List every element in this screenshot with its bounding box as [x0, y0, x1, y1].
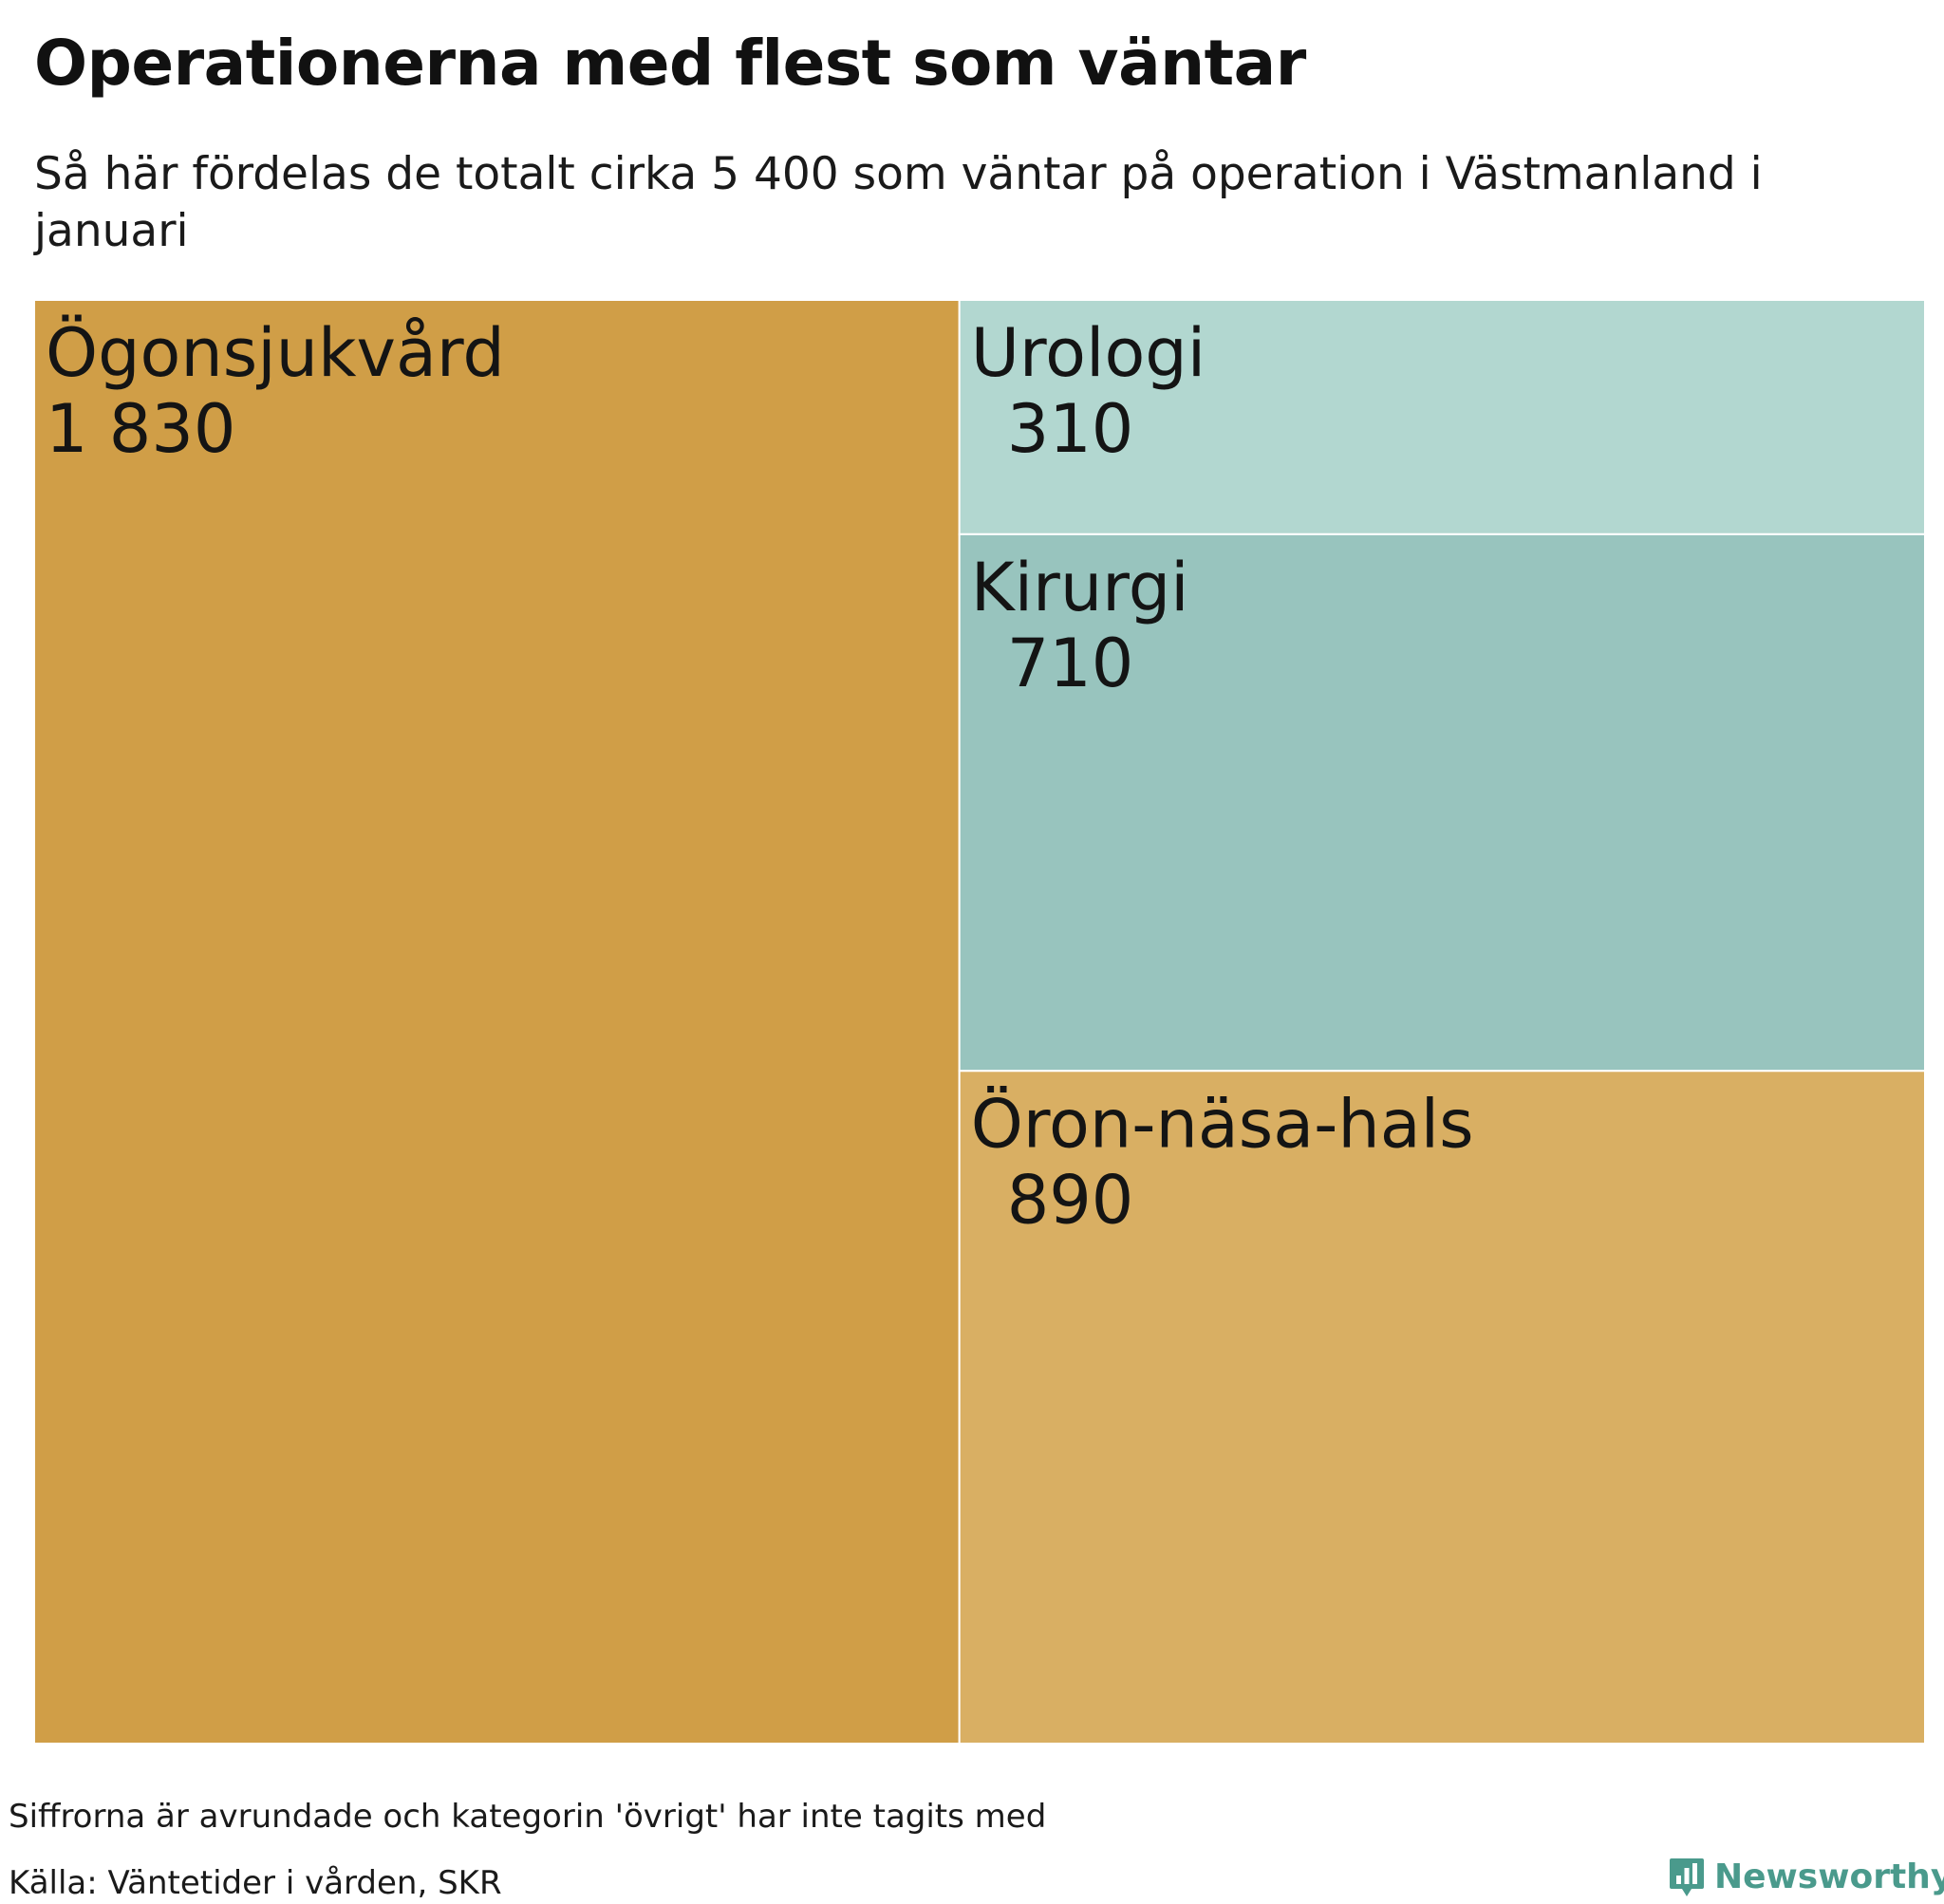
- tile-label-oron-nasa-hals: Öron-näsa-hals: [971, 1085, 1474, 1163]
- tile-value-oron-nasa-hals: 890: [1007, 1161, 1134, 1239]
- tile-rect-kirurgi: [958, 532, 1925, 1073]
- source-note: Källa: Väntetider i vården, SKR: [9, 1864, 502, 1902]
- tile-value-kirurgi: 710: [1007, 625, 1134, 702]
- tile-label-kirurgi: Kirurgi: [971, 549, 1189, 626]
- footnote: Siffrorna är avrundade och kategorin 'öv…: [9, 1798, 1047, 1836]
- tile-rect-urologi: [958, 300, 1925, 535]
- tile-rect-ogonsjukvard: [34, 300, 961, 1744]
- chart-title: Operationerna med flest som väntar: [34, 27, 1306, 100]
- treemap-chart: Ögonsjukvård 1 830 Urologi 310 Kirurgi 710 Öro…: [34, 300, 1925, 1744]
- brand-logo[interactable]: Newsworthy: [1669, 1857, 1944, 1898]
- chart-subtitle: Så här fördelas de totalt cirka 5 400 so…: [34, 148, 1763, 257]
- tile-value-urologi: 310: [1007, 390, 1134, 468]
- bar-chart-speech-bubble-icon: [1670, 1858, 1704, 1896]
- tile-label-urologi: Urologi: [971, 314, 1206, 392]
- tile-value-ogonsjukvard: 1 830: [46, 390, 235, 468]
- tile-label-ogonsjukvard: Ögonsjukvård: [46, 314, 505, 392]
- brand-name: Newsworthy: [1714, 1857, 1944, 1896]
- tile-rect-oron-nasa-hals: [958, 1070, 1925, 1744]
